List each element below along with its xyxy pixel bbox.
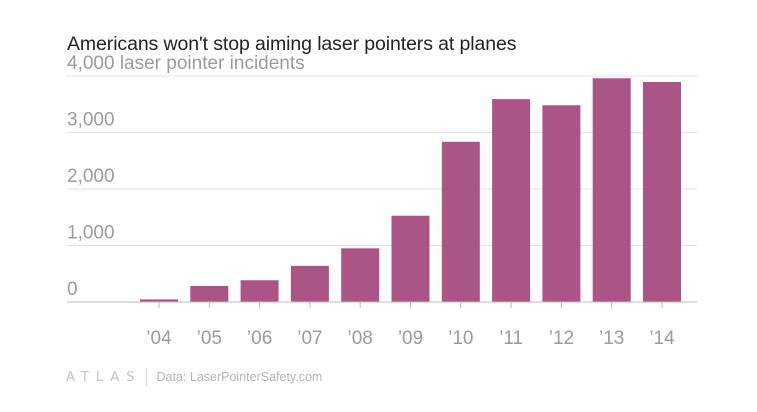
- atlas-logo: ATLAS: [66, 369, 142, 385]
- x-tick-label: ’05: [197, 328, 222, 349]
- gridlines: [67, 75, 697, 246]
- x-tick-label: ’14: [649, 328, 675, 349]
- x-tick-label: ’11: [499, 328, 523, 349]
- x-tick-label: ’07: [297, 328, 322, 349]
- x-axis-ticks: ’04 ’05 ’06 ’07 ’08 ’09 ’10 ’11 ’12 ’13 ’14: [146, 302, 675, 349]
- bar: [492, 99, 531, 303]
- footer: ATLAS Data: LaserPointerSafety.com: [66, 368, 322, 386]
- x-tick-label: ’06: [247, 328, 272, 349]
- x-tick-label: ’12: [549, 328, 574, 349]
- x-tick-label: ’09: [398, 328, 423, 349]
- bar: [190, 286, 229, 302]
- bar: [240, 280, 279, 302]
- y-tick-label: 1,000: [67, 223, 115, 244]
- x-tick-label: ’13: [599, 328, 624, 349]
- data-source: Data: LaserPointerSafety.com: [156, 370, 323, 384]
- y-tick-label: 0: [67, 279, 78, 300]
- bar: [341, 248, 380, 302]
- bar: [391, 215, 430, 302]
- bar: [290, 265, 329, 302]
- chart-title: Americans won't stop aiming laser pointe…: [67, 33, 517, 55]
- bars: [140, 78, 681, 303]
- bar: [140, 299, 178, 302]
- bar: [542, 105, 581, 302]
- y-tick-label: 4,000 laser pointer incidents: [67, 53, 305, 74]
- y-tick-label: 2,000: [67, 166, 115, 187]
- bar: [592, 78, 631, 302]
- y-tick-label: 3,000: [67, 110, 115, 131]
- bar: [643, 81, 681, 302]
- x-tick-label: ’08: [348, 328, 373, 349]
- bar: [441, 141, 480, 302]
- x-tick-label: ’10: [448, 328, 473, 349]
- x-tick-label: ’04: [146, 328, 172, 349]
- y-axis-ticks: 0 1,000 2,000 3,000 4,000 laser pointer inci…: [67, 53, 305, 300]
- footer-divider: [145, 368, 147, 386]
